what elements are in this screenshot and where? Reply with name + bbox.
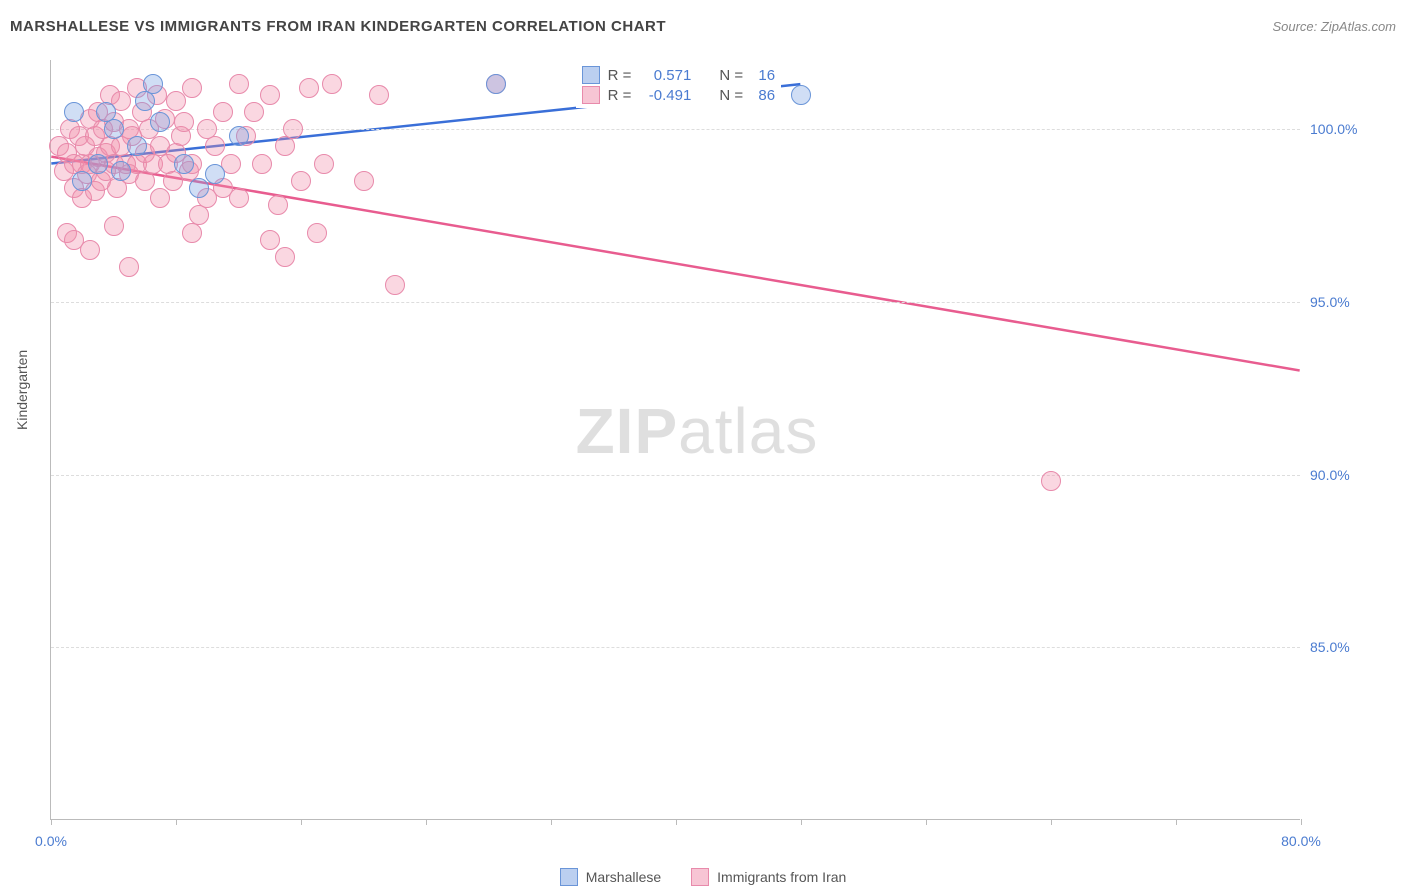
scatter-point-pink <box>260 85 280 105</box>
scatter-point-pink <box>182 223 202 243</box>
x-tick <box>301 819 302 825</box>
scatter-point-pink <box>369 85 389 105</box>
legend-swatch-pink-icon <box>691 868 709 886</box>
scatter-point-pink <box>166 91 186 111</box>
scatter-point-pink <box>314 154 334 174</box>
scatter-point-blue <box>486 74 506 94</box>
scatter-point-pink <box>260 230 280 250</box>
x-tick <box>926 819 927 825</box>
legend-label-blue: Marshallese <box>586 869 661 885</box>
scatter-point-pink <box>299 78 319 98</box>
scatter-point-pink <box>252 154 272 174</box>
scatter-point-pink <box>119 257 139 277</box>
scatter-point-pink <box>268 195 288 215</box>
scatter-point-blue <box>135 91 155 111</box>
scatter-point-pink <box>385 275 405 295</box>
scatter-point-pink <box>229 74 249 94</box>
scatter-point-pink <box>291 171 311 191</box>
scatter-point-pink <box>307 223 327 243</box>
scatter-point-pink <box>1041 471 1061 491</box>
stats-row-pink: R = -0.491 N = 86 <box>582 86 776 104</box>
swatch-pink-icon <box>582 86 600 104</box>
y-tick-label: 100.0% <box>1310 121 1370 137</box>
legend-swatch-blue-icon <box>560 868 578 886</box>
scatter-point-pink <box>213 102 233 122</box>
stats-row-blue: R = 0.571 N = 16 <box>582 66 776 84</box>
chart-title: MARSHALLESE VS IMMIGRANTS FROM IRAN KIND… <box>10 18 666 35</box>
scatter-point-pink <box>275 247 295 267</box>
chart-source: Source: ZipAtlas.com <box>1272 19 1396 34</box>
r-label-pink: R = <box>608 87 632 104</box>
scatter-point-blue <box>64 102 84 122</box>
scatter-point-pink <box>229 188 249 208</box>
n-label-pink: N = <box>719 87 743 104</box>
y-tick-label: 90.0% <box>1310 467 1370 483</box>
x-tick <box>51 819 52 825</box>
scatter-point-pink <box>174 112 194 132</box>
swatch-blue-icon <box>582 66 600 84</box>
legend-label-pink: Immigrants from Iran <box>717 869 846 885</box>
grid-line <box>51 647 1300 648</box>
scatter-point-blue <box>205 164 225 184</box>
r-label-blue: R = <box>608 67 632 84</box>
scatter-point-pink <box>135 171 155 191</box>
x-tick <box>551 819 552 825</box>
scatter-point-blue <box>174 154 194 174</box>
scatter-point-blue <box>791 85 811 105</box>
scatter-point-pink <box>275 136 295 156</box>
scatter-point-blue <box>96 102 116 122</box>
scatter-point-pink <box>322 74 342 94</box>
x-tick <box>1176 819 1177 825</box>
scatter-point-pink <box>354 171 374 191</box>
chart-header: MARSHALLESE VS IMMIGRANTS FROM IRAN KIND… <box>10 18 1396 35</box>
r-value-blue: 0.571 <box>639 67 691 84</box>
x-tick <box>676 819 677 825</box>
y-axis-label: Kindergarten <box>14 350 30 430</box>
scatter-point-pink <box>205 136 225 156</box>
scatter-point-pink <box>244 102 264 122</box>
scatter-point-blue <box>189 178 209 198</box>
plot-area: ZIPatlas R = 0.571 N = 16 R = -0.491 N =… <box>50 60 1300 820</box>
scatter-point-blue <box>72 171 92 191</box>
grid-line <box>51 302 1300 303</box>
y-tick-label: 95.0% <box>1310 294 1370 310</box>
x-tick <box>1051 819 1052 825</box>
x-tick-label-left: 0.0% <box>35 833 67 849</box>
x-tick <box>426 819 427 825</box>
x-tick-label-right: 80.0% <box>1281 833 1321 849</box>
r-value-pink: -0.491 <box>639 87 691 104</box>
n-value-blue: 16 <box>751 67 775 84</box>
scatter-point-blue <box>229 126 249 146</box>
grid-line <box>51 475 1300 476</box>
scatter-point-blue <box>111 161 131 181</box>
scatter-point-pink <box>104 216 124 236</box>
stats-box: R = 0.571 N = 16 R = -0.491 N = 86 <box>576 62 782 108</box>
legend-item-blue: Marshallese <box>560 868 661 886</box>
scatter-point-blue <box>150 112 170 132</box>
scatter-point-blue <box>104 119 124 139</box>
legend-bottom: Marshallese Immigrants from Iran <box>0 868 1406 886</box>
n-value-pink: 86 <box>751 87 775 104</box>
scatter-point-pink <box>283 119 303 139</box>
n-label-blue: N = <box>719 67 743 84</box>
trend-lines-svg <box>51 60 1300 819</box>
scatter-point-pink <box>150 188 170 208</box>
x-tick <box>801 819 802 825</box>
x-tick <box>176 819 177 825</box>
scatter-point-blue <box>127 136 147 156</box>
x-tick <box>1301 819 1302 825</box>
legend-item-pink: Immigrants from Iran <box>691 868 846 886</box>
scatter-point-pink <box>182 78 202 98</box>
y-tick-label: 85.0% <box>1310 639 1370 655</box>
scatter-point-blue <box>88 154 108 174</box>
scatter-point-pink <box>64 230 84 250</box>
